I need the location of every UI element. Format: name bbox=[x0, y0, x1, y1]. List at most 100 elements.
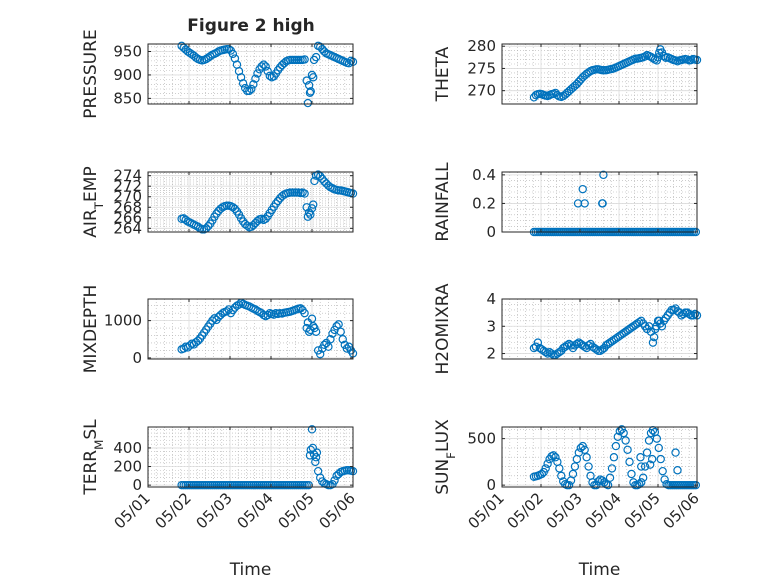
y-tick-label: 0.2 bbox=[472, 194, 496, 212]
data-point bbox=[609, 453, 619, 462]
data-point bbox=[300, 55, 309, 64]
data-point bbox=[619, 428, 628, 438]
data-point bbox=[181, 215, 190, 225]
data-point bbox=[228, 49, 238, 59]
axes-box bbox=[501, 43, 698, 105]
y-tick-label: 0 bbox=[132, 349, 142, 367]
data-point bbox=[541, 347, 550, 357]
data-point bbox=[570, 462, 580, 471]
y-tick-label: 0 bbox=[132, 476, 142, 494]
data-point bbox=[615, 426, 624, 436]
panel-h2omixra: 2 3 4 H2OMIXRA bbox=[433, 283, 702, 375]
x-axis-label: Time bbox=[229, 560, 272, 580]
x-axis-label: Time bbox=[578, 560, 621, 580]
data-point bbox=[649, 332, 659, 342]
data-point bbox=[249, 80, 258, 89]
data-point bbox=[311, 327, 321, 336]
data-point bbox=[310, 323, 319, 333]
y-tick-label: 500 bbox=[467, 430, 496, 448]
x-tick-label: 05/01 bbox=[465, 489, 508, 532]
data-point bbox=[598, 199, 607, 208]
data-point bbox=[310, 176, 319, 186]
data-point bbox=[245, 86, 254, 96]
data-point bbox=[224, 44, 233, 54]
y-tick-label: 950 bbox=[113, 43, 142, 61]
y-tick-label: 275 bbox=[467, 59, 496, 77]
data-point bbox=[551, 453, 560, 462]
series-markers bbox=[529, 304, 702, 360]
y-tick-label: 400 bbox=[113, 439, 142, 457]
data-point bbox=[549, 451, 558, 460]
data-point bbox=[607, 464, 617, 473]
data-point bbox=[647, 454, 657, 464]
data-point bbox=[222, 307, 231, 316]
data-point bbox=[636, 453, 645, 462]
data-point bbox=[304, 208, 314, 217]
data-point bbox=[623, 445, 632, 454]
data-point bbox=[529, 343, 539, 353]
series-markers bbox=[177, 298, 358, 359]
data-point bbox=[300, 308, 309, 318]
x-tick-label: 05/02 bbox=[152, 489, 195, 532]
y-tick-label: 270 bbox=[467, 82, 496, 100]
data-point bbox=[541, 464, 550, 473]
data-point bbox=[238, 79, 248, 88]
series-markers bbox=[177, 425, 358, 490]
data-point bbox=[309, 73, 318, 82]
data-point bbox=[334, 320, 343, 329]
data-point bbox=[547, 349, 556, 358]
data-point bbox=[580, 199, 589, 208]
x-tick-label: 05/04 bbox=[582, 489, 625, 532]
y-tick-label: 850 bbox=[113, 89, 142, 107]
data-point bbox=[307, 425, 317, 434]
data-point bbox=[652, 434, 662, 443]
data-point bbox=[342, 344, 352, 353]
x-tick-label: 05/05 bbox=[275, 489, 318, 532]
data-point bbox=[582, 453, 591, 462]
data-point bbox=[576, 443, 585, 453]
data-point bbox=[640, 52, 650, 61]
data-point bbox=[611, 441, 621, 451]
data-point bbox=[640, 462, 650, 471]
axes-box bbox=[147, 298, 354, 360]
data-point bbox=[613, 432, 623, 441]
x-tick-label: 05/06 bbox=[316, 489, 359, 532]
data-point bbox=[555, 464, 564, 473]
data-point bbox=[251, 74, 260, 83]
data-point bbox=[657, 322, 667, 331]
data-point bbox=[673, 466, 682, 475]
data-point bbox=[584, 462, 593, 471]
data-point bbox=[324, 181, 333, 190]
y-tick-label: 0.4 bbox=[472, 166, 496, 184]
data-point bbox=[269, 310, 279, 319]
x-tick-label: 05/05 bbox=[621, 489, 664, 532]
x-tick-label: 05/02 bbox=[504, 489, 547, 532]
y-tick-label: 2 bbox=[486, 345, 496, 363]
axes-box bbox=[501, 426, 698, 488]
data-point bbox=[311, 453, 321, 462]
y-tick-label: 200 bbox=[113, 458, 142, 476]
data-point bbox=[311, 52, 321, 62]
data-point bbox=[305, 451, 315, 460]
y-tick-label: 270 bbox=[113, 188, 142, 206]
data-point bbox=[572, 339, 582, 349]
y-axis-label: THETA bbox=[433, 46, 453, 102]
data-point bbox=[679, 309, 688, 319]
axes-box bbox=[501, 171, 698, 233]
axes-box bbox=[147, 43, 354, 105]
data-point bbox=[312, 448, 322, 457]
data-point bbox=[296, 304, 305, 313]
data-point bbox=[263, 66, 272, 76]
data-point bbox=[251, 305, 260, 314]
data-point bbox=[326, 335, 335, 344]
data-point bbox=[659, 51, 669, 61]
data-point bbox=[537, 469, 546, 479]
data-point bbox=[690, 309, 700, 319]
data-point bbox=[302, 76, 311, 85]
data-point bbox=[330, 476, 339, 485]
data-point bbox=[324, 342, 333, 351]
